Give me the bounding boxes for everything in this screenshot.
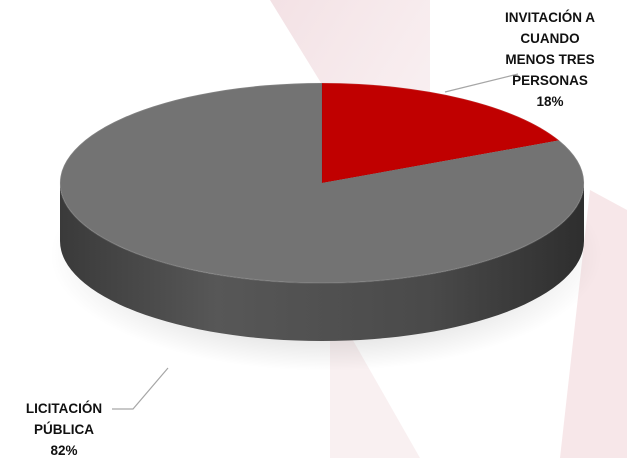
pie-slice-0 [321,82,560,184]
leader-line-1 [112,367,169,410]
pie-slice-1 [59,82,585,284]
data-label-1-line-0: LICITACIÓN [26,401,102,416]
pie-side-wall [60,183,584,341]
pie-top-rim [59,82,585,284]
data-label-0-line-2: MENOS TRES [505,52,594,67]
leader-line-0 [444,73,519,93]
data-label-1-line-1: PÚBLICA [34,422,94,437]
data-label-0-line-1: CUANDO [520,31,579,46]
data-label-0-line-4: 18% [536,94,563,109]
data-label-1: LICITACIÓN PÚBLICA 82% [26,401,102,458]
data-label-0: INVITACIÓN A CUANDO MENOS TRES PERSONAS 18% [505,10,595,109]
data-label-0-line-0: INVITACIÓN A [505,10,595,25]
data-label-0-line-3: PERSONAS [512,73,588,88]
data-label-1-line-2: 82% [50,443,77,458]
